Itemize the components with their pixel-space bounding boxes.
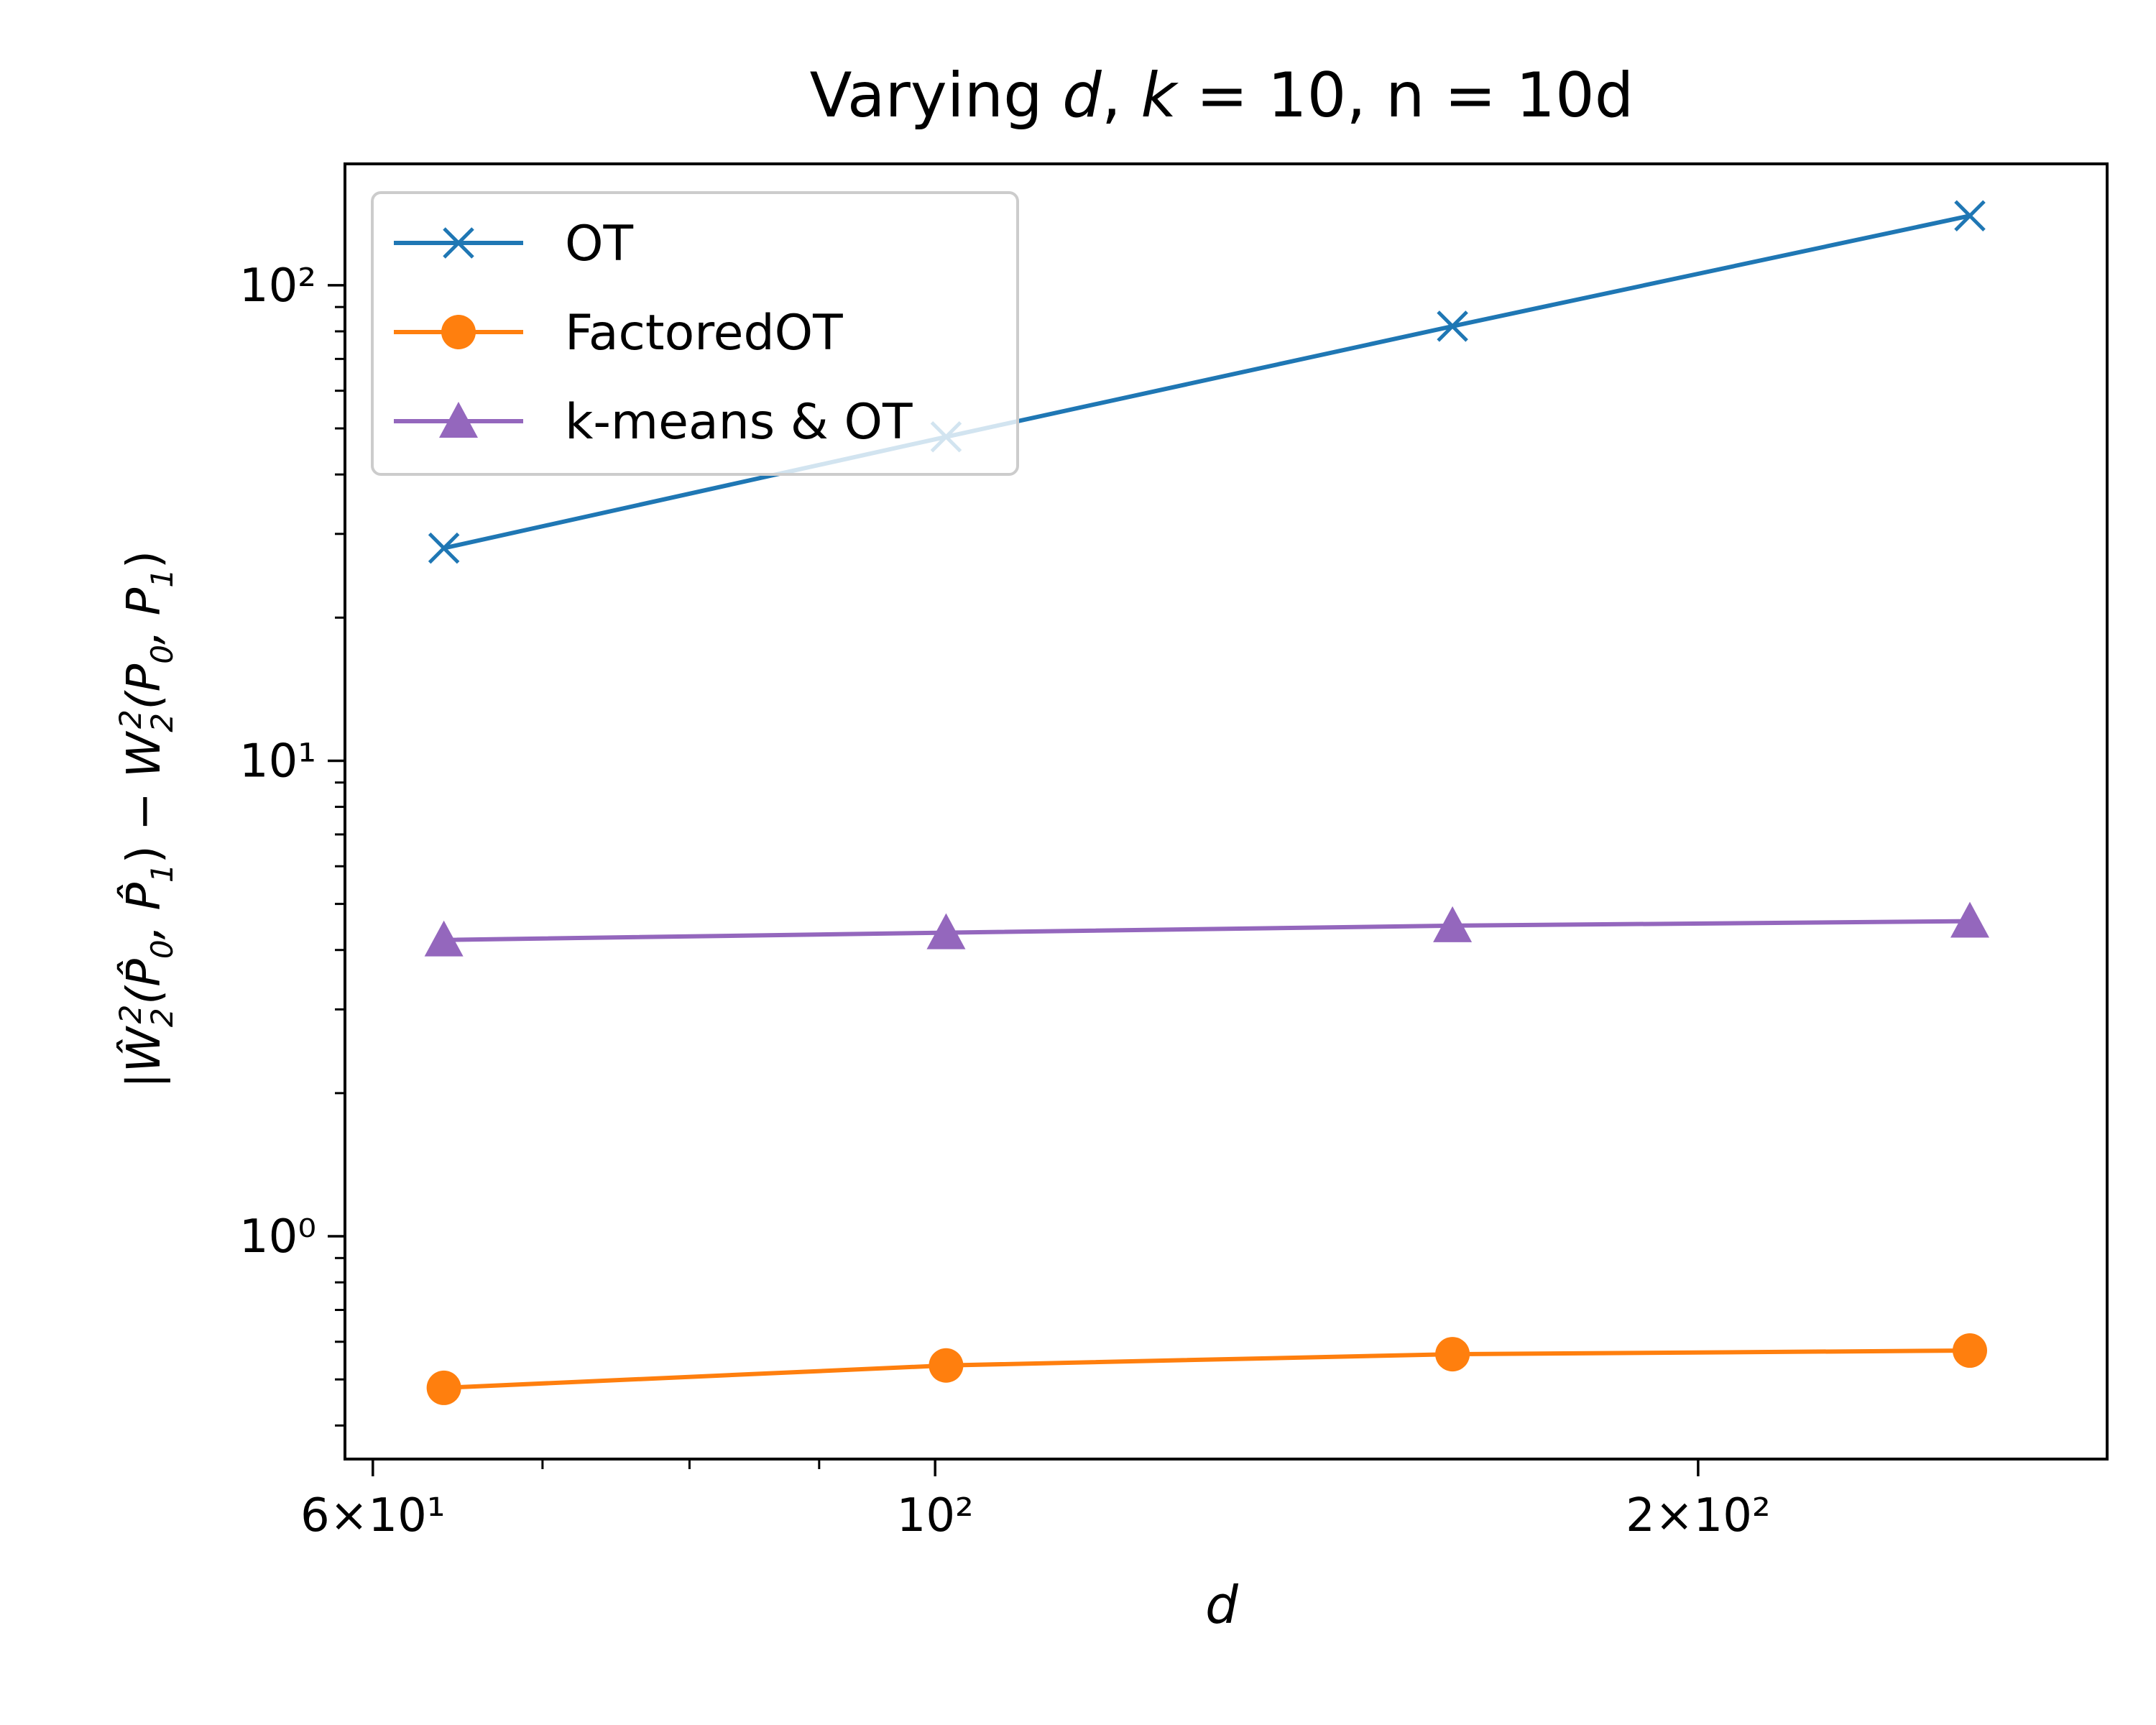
data-point [428, 532, 460, 564]
plot-area: 10⁰ 10¹ 10² 6×10¹ 10² 2×10² [239, 162, 2109, 1542]
data-point [1437, 310, 1468, 342]
chart-title: Varying d, k = 10, n = 10d [810, 60, 1634, 132]
data-point [1435, 1337, 1470, 1372]
plot-frame [344, 162, 2109, 1460]
data-point [926, 913, 966, 949]
legend-marker-stroke [443, 227, 474, 259]
legend-marker [439, 402, 478, 438]
legend: OT FactoredOT k-means & OT [371, 191, 1019, 476]
series-line-2 [443, 919, 1971, 942]
legend-label: OT [565, 216, 634, 272]
y-axis-label: |Ŵ22(P̂0, P̂1) − W22(P0, P1) [113, 551, 180, 1088]
y-tick-label: 10⁰ [239, 1210, 316, 1264]
data-point-stroke [1954, 200, 1986, 231]
data-point-stroke [428, 532, 460, 564]
data-point [1950, 901, 1989, 938]
data-point [426, 1370, 461, 1405]
x-tick-label: 2×10² [1626, 1489, 1770, 1542]
series-line-1 [443, 1348, 1971, 1390]
y-tick-label: 10¹ [239, 735, 316, 788]
data-point [1954, 200, 1986, 231]
series-line-0 [443, 213, 1971, 551]
legend-label: k-means & OT [565, 394, 913, 451]
legend-label: FactoredOT [565, 305, 843, 362]
legend-box [371, 191, 1019, 476]
x-axis-label: d [1205, 1575, 1239, 1635]
data-point [929, 1348, 964, 1383]
x-tick-label: 10² [897, 1489, 974, 1542]
y-tick-label: 10² [239, 259, 316, 313]
data-point-stroke [1437, 310, 1468, 342]
data-point [1952, 1333, 1987, 1368]
data-point [424, 920, 464, 957]
legend-marker [441, 315, 476, 349]
data-point [1433, 906, 1473, 942]
legend-marker [443, 227, 474, 259]
x-tick-label: 6×10¹ [300, 1489, 445, 1542]
